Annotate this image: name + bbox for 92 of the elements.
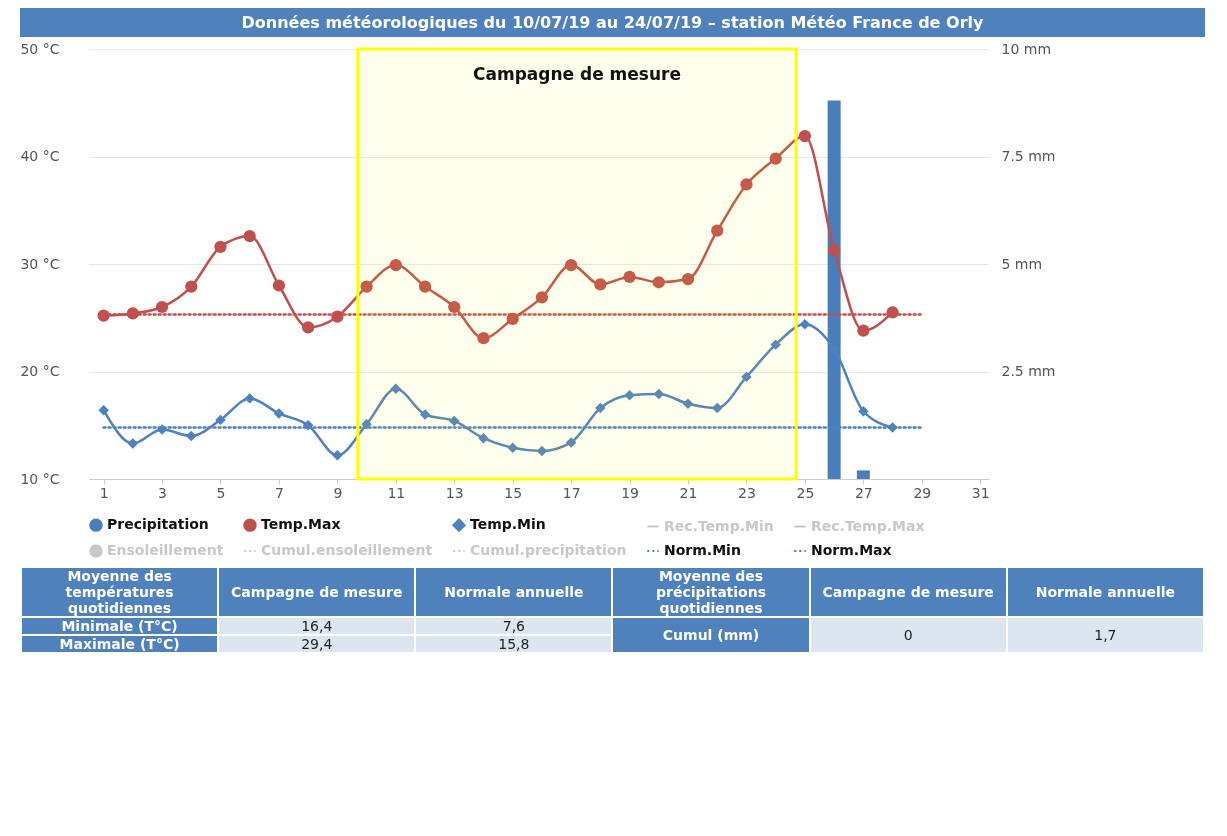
- point: [127, 438, 139, 449]
- point: [653, 388, 665, 400]
- y2-tick-label: 10 mm: [1001, 40, 1052, 57]
- point: [449, 415, 460, 427]
- x-tick-label: 17: [562, 484, 581, 501]
- point: [272, 279, 286, 292]
- y2-tick-label: 7.5 mm: [1001, 148, 1056, 164]
- y-tick-label: 50 °C: [20, 40, 60, 57]
- chart-title: Données météorologiques du 10/07/19 au 24/07/19 – station Météo France de Orly: [20, 8, 1205, 37]
- x-tick-label: 31: [971, 484, 990, 501]
- text: 7,6: [415, 617, 613, 635]
- point: [741, 371, 752, 383]
- x-tick-label: 7: [274, 484, 284, 501]
- x-tick-label: 25: [796, 484, 815, 501]
- y2-tick-label: 5 mm: [1001, 255, 1043, 272]
- point: [798, 129, 812, 143]
- point: [624, 389, 635, 401]
- legend-label: Norm.Min: [664, 542, 741, 558]
- x-tick-label: 29: [913, 484, 932, 501]
- point: [418, 280, 432, 293]
- y-tick-label: 10 °C: [20, 470, 60, 487]
- point: [244, 393, 255, 404]
- point: [302, 321, 315, 334]
- text: 29,4: [218, 635, 416, 653]
- x-tick-label: 11: [387, 484, 406, 501]
- x-tick-label: 13: [445, 484, 464, 501]
- point: [711, 224, 724, 237]
- point: [712, 402, 723, 414]
- point: [652, 276, 665, 289]
- point: [243, 229, 256, 243]
- text: Maximale (T°C): [21, 635, 219, 653]
- x-tick-label: 19: [621, 484, 639, 501]
- point: [740, 178, 753, 191]
- point: [682, 398, 694, 409]
- point: [507, 442, 518, 454]
- band-label: Campagne de mesure: [472, 64, 681, 84]
- point: [389, 258, 402, 272]
- legend-label: Precipitation: [107, 516, 209, 533]
- point: [360, 280, 373, 293]
- point: [478, 432, 489, 444]
- x-tick-label: 23: [738, 484, 756, 501]
- text: Campagne de mesure: [218, 567, 416, 617]
- x-tick-label: 21: [679, 484, 698, 501]
- point: [565, 437, 577, 448]
- y2-tick-label: 2.5 mm: [1001, 363, 1056, 379]
- point: [828, 243, 841, 257]
- point: [623, 270, 636, 284]
- point: [390, 383, 402, 394]
- point: [769, 152, 782, 165]
- point: [155, 300, 169, 314]
- point: [681, 272, 695, 286]
- text: Normale annuelle: [1006, 567, 1204, 617]
- x-tick-label: 15: [504, 484, 523, 501]
- text: 16,4: [218, 617, 416, 635]
- legend-label: Temp.Min: [470, 516, 546, 533]
- x-tick-label: 1: [99, 484, 109, 501]
- point: [595, 402, 606, 414]
- legend-label: Temp.Max: [261, 516, 341, 533]
- point: [215, 414, 226, 426]
- point: [565, 258, 578, 272]
- point: [332, 450, 343, 461]
- point: [214, 240, 227, 253]
- point: [185, 280, 198, 293]
- x-tick-label: 3: [158, 484, 168, 501]
- text: Campagne de mesure: [809, 567, 1007, 617]
- point: [273, 408, 285, 419]
- y-tick-label: 20 °C: [20, 363, 60, 379]
- text: Moyenne des températures quotidiennes: [21, 567, 219, 617]
- point: [535, 291, 549, 304]
- text: Normale annuelle: [415, 567, 613, 617]
- point: [594, 278, 607, 291]
- text: Moyenne des précipitations quotidiennes: [612, 567, 810, 617]
- point: [770, 339, 781, 350]
- point: [98, 404, 109, 416]
- y-tick-label: 30 °C: [20, 255, 60, 272]
- point: [419, 409, 431, 420]
- x-tick-label: 5: [216, 484, 226, 501]
- point: [857, 324, 870, 337]
- legend-label: Norm.Max: [811, 542, 892, 558]
- point: [448, 300, 461, 314]
- text: Cumul (mm): [612, 617, 810, 653]
- text: 15,8: [415, 635, 613, 653]
- text: 0: [809, 617, 1007, 653]
- point: [799, 318, 811, 330]
- point: [186, 430, 197, 442]
- point: [858, 406, 869, 417]
- y-tick-label: 40 °C: [20, 148, 60, 164]
- x-tick-label: 9: [333, 484, 343, 501]
- text: 1,7: [1006, 617, 1204, 653]
- text: Minimale (T°C): [21, 617, 219, 635]
- point: [477, 332, 490, 345]
- x-tick-label: 27: [854, 484, 873, 501]
